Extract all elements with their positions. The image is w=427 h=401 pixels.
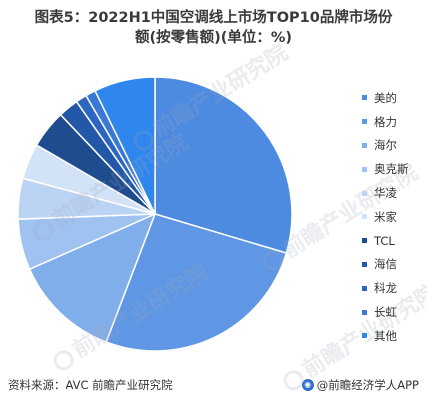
legend-label: 海尔 bbox=[374, 138, 397, 153]
legend-item-9: 科龙 bbox=[362, 276, 424, 300]
pie-slice-2 bbox=[105, 213, 288, 352]
legend-item-8: 海信 bbox=[362, 253, 424, 277]
pie-slice-11 bbox=[94, 76, 156, 215]
legend-item-11: 其他 bbox=[362, 324, 424, 348]
footer: 资料来源：AVC 前瞻产业研究院 ◉ @前瞻经济学人APP bbox=[0, 373, 427, 397]
legend-label: 科龙 bbox=[374, 281, 397, 296]
legend-swatch bbox=[362, 190, 367, 196]
legend-label: 华凌 bbox=[374, 186, 397, 201]
pie-slice-3 bbox=[28, 212, 157, 343]
legend-swatch bbox=[362, 119, 367, 125]
legend-swatch bbox=[362, 238, 367, 244]
legend-swatch bbox=[362, 285, 367, 291]
legend-item-10: 长虹 bbox=[362, 300, 424, 324]
pie-slices bbox=[17, 76, 293, 352]
legend-label: 格力 bbox=[374, 114, 397, 129]
legend-label: 美的 bbox=[374, 90, 397, 105]
legend-item-4: 奥克斯 bbox=[362, 157, 424, 181]
legend-label: 米家 bbox=[374, 209, 397, 224]
legend-item-5: 华凌 bbox=[362, 181, 424, 205]
legend-swatch bbox=[362, 166, 367, 172]
brand-credit-text: @前瞻经济学人APP bbox=[316, 378, 419, 392]
legend-item-7: TCL bbox=[362, 229, 424, 253]
legend-label: TCL bbox=[374, 233, 395, 248]
legend-label: 长虹 bbox=[374, 305, 397, 320]
brand-credit: ◉ @前瞻经济学人APP bbox=[301, 377, 419, 393]
legend-swatch bbox=[362, 333, 367, 339]
legend-swatch bbox=[362, 309, 367, 315]
chart-title-line-1: 图表5：2022H1中国空调线上市场TOP10品牌市场份 bbox=[34, 10, 393, 26]
legend-label: 奥克斯 bbox=[374, 162, 409, 177]
data-source: 资料来源：AVC 前瞻产业研究院 bbox=[8, 378, 173, 392]
legend-label: 海信 bbox=[374, 257, 397, 272]
legend-label: 其他 bbox=[374, 328, 397, 343]
legend-swatch bbox=[362, 95, 367, 101]
chart-title: 图表5：2022H1中国空调线上市场TOP10品牌市场份 额(按零售额)(单位：… bbox=[0, 8, 427, 48]
legend-swatch bbox=[362, 214, 367, 220]
pie-slice-1 bbox=[154, 76, 293, 254]
brand-logo-icon: ◉ bbox=[301, 379, 314, 391]
chart-legend: 美的格力海尔奥克斯华凌米家 TCL 海信科龙长虹其他 bbox=[362, 86, 424, 348]
legend-item-1: 美的 bbox=[362, 86, 424, 110]
legend-item-2: 格力 bbox=[362, 110, 424, 134]
legend-item-6: 米家 bbox=[362, 205, 424, 229]
legend-swatch bbox=[362, 261, 367, 267]
chart-title-line-2: 额(按零售额)(单位：%) bbox=[134, 30, 293, 46]
legend-item-3: 海尔 bbox=[362, 134, 424, 158]
legend-swatch bbox=[362, 142, 367, 148]
